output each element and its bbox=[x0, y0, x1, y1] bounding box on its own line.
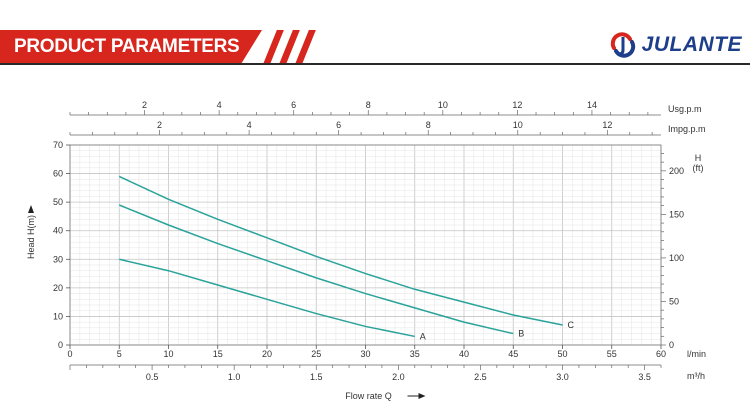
x-tick-label: 15 bbox=[213, 349, 223, 359]
x-tick-label: 35 bbox=[410, 349, 420, 359]
series-label-a: A bbox=[420, 331, 426, 341]
top-axis-unit: Impg.p.m bbox=[668, 124, 706, 134]
y-tick-label: 60 bbox=[53, 169, 63, 179]
y-tick-label: 20 bbox=[53, 283, 63, 293]
x-tick-label: 60 bbox=[656, 349, 666, 359]
bottom-axis2-tick-label: 3.0 bbox=[556, 372, 569, 382]
series-label-c: C bbox=[568, 320, 575, 330]
y-axis-label: Head H(m) bbox=[26, 215, 36, 259]
header-rule bbox=[0, 63, 750, 65]
top-axis-tick-label: 2 bbox=[142, 100, 147, 110]
x-tick-label: 45 bbox=[508, 349, 518, 359]
brand-logo-icon bbox=[610, 32, 635, 58]
right-axis-label: H bbox=[695, 153, 702, 163]
banner-background bbox=[0, 30, 262, 64]
bottom-axis2-unit: m³/h bbox=[687, 371, 705, 381]
right-axis-tick-label: 200 bbox=[669, 166, 684, 176]
series-label-b: B bbox=[518, 329, 524, 339]
top-axis-tick-label: 4 bbox=[247, 120, 252, 130]
x-axis-arrow-head bbox=[418, 393, 426, 399]
top-axis-tick-label: 12 bbox=[512, 100, 522, 110]
x-tick-label: 40 bbox=[459, 349, 469, 359]
right-axis-tick-label: 150 bbox=[669, 209, 684, 219]
x-tick-label: 25 bbox=[311, 349, 321, 359]
chart-grid bbox=[69, 144, 662, 346]
top-axis-tick-label: 10 bbox=[438, 100, 448, 110]
right-axis-tick-label: 100 bbox=[669, 253, 684, 263]
bottom-axis2-tick-label: 2.5 bbox=[474, 372, 487, 382]
top-axis-tick-label: 6 bbox=[336, 120, 341, 130]
top-axis-tick-label: 8 bbox=[426, 120, 431, 130]
x-unit-label: l/min bbox=[687, 349, 706, 359]
top-axis-tick-label: 14 bbox=[587, 100, 597, 110]
bottom-axis2-tick-label: 1.5 bbox=[310, 372, 323, 382]
y-tick-label: 70 bbox=[53, 140, 63, 150]
pump-performance-chart: 0 5 10 15 20 25 30 35 40 45 50 55 60 l/min01020304050… bbox=[26, 100, 706, 401]
y-tick-label: 40 bbox=[53, 226, 63, 236]
brand-name: JULANTE bbox=[641, 33, 742, 56]
header-banner: PRODUCT PARAMETERS bbox=[0, 30, 320, 64]
x-tick-label: 50 bbox=[557, 349, 567, 359]
top-axis-tick-label: 12 bbox=[602, 120, 612, 130]
series-line-a bbox=[119, 258, 415, 338]
x-tick-label: 20 bbox=[262, 349, 272, 359]
y-tick-label: 30 bbox=[53, 254, 63, 264]
x-tick-label: 30 bbox=[360, 349, 370, 359]
bottom-axis2-tick-label: 2.0 bbox=[392, 372, 405, 382]
y-tick-label: 50 bbox=[53, 197, 63, 207]
chart-series: A B C bbox=[118, 175, 575, 341]
y-tick-label: 10 bbox=[53, 311, 63, 321]
brand-logo: JULANTE bbox=[608, 28, 742, 62]
bottom-axis2-tick-label: 0.5 bbox=[146, 372, 159, 382]
page-title: PRODUCT PARAMETERS bbox=[14, 36, 240, 57]
chart-axes: 0 5 10 15 20 25 30 35 40 45 50 55 60 l/min01020304050… bbox=[26, 100, 706, 401]
x-tick-label: 55 bbox=[607, 349, 617, 359]
bottom-axis2-tick-label: 1.0 bbox=[228, 372, 241, 382]
y-tick-label: 0 bbox=[58, 340, 63, 350]
banner-stripe bbox=[295, 30, 316, 64]
right-axis-unit: (ft) bbox=[693, 163, 704, 173]
top-axis-tick-label: 2 bbox=[157, 120, 162, 130]
series-line-b bbox=[118, 204, 514, 335]
top-axis-tick-label: 6 bbox=[291, 100, 296, 110]
y-axis-arrow bbox=[28, 205, 34, 213]
x-tick-label: 5 bbox=[117, 349, 122, 359]
top-axis-tick-label: 10 bbox=[513, 120, 523, 130]
x-tick-label: 0 bbox=[67, 349, 72, 359]
right-axis-tick-label: 50 bbox=[669, 296, 679, 306]
top-axis-tick-label: 8 bbox=[366, 100, 371, 110]
top-axis-tick-label: 4 bbox=[217, 100, 222, 110]
top-axis-unit: Usg.p.m bbox=[668, 104, 702, 114]
x-axis-label: Flow rate Q bbox=[345, 391, 392, 401]
x-tick-label: 10 bbox=[163, 349, 173, 359]
series-line-c bbox=[118, 175, 563, 326]
bottom-axis2-tick-label: 3.5 bbox=[638, 372, 651, 382]
right-axis-tick-label: 0 bbox=[669, 340, 674, 350]
